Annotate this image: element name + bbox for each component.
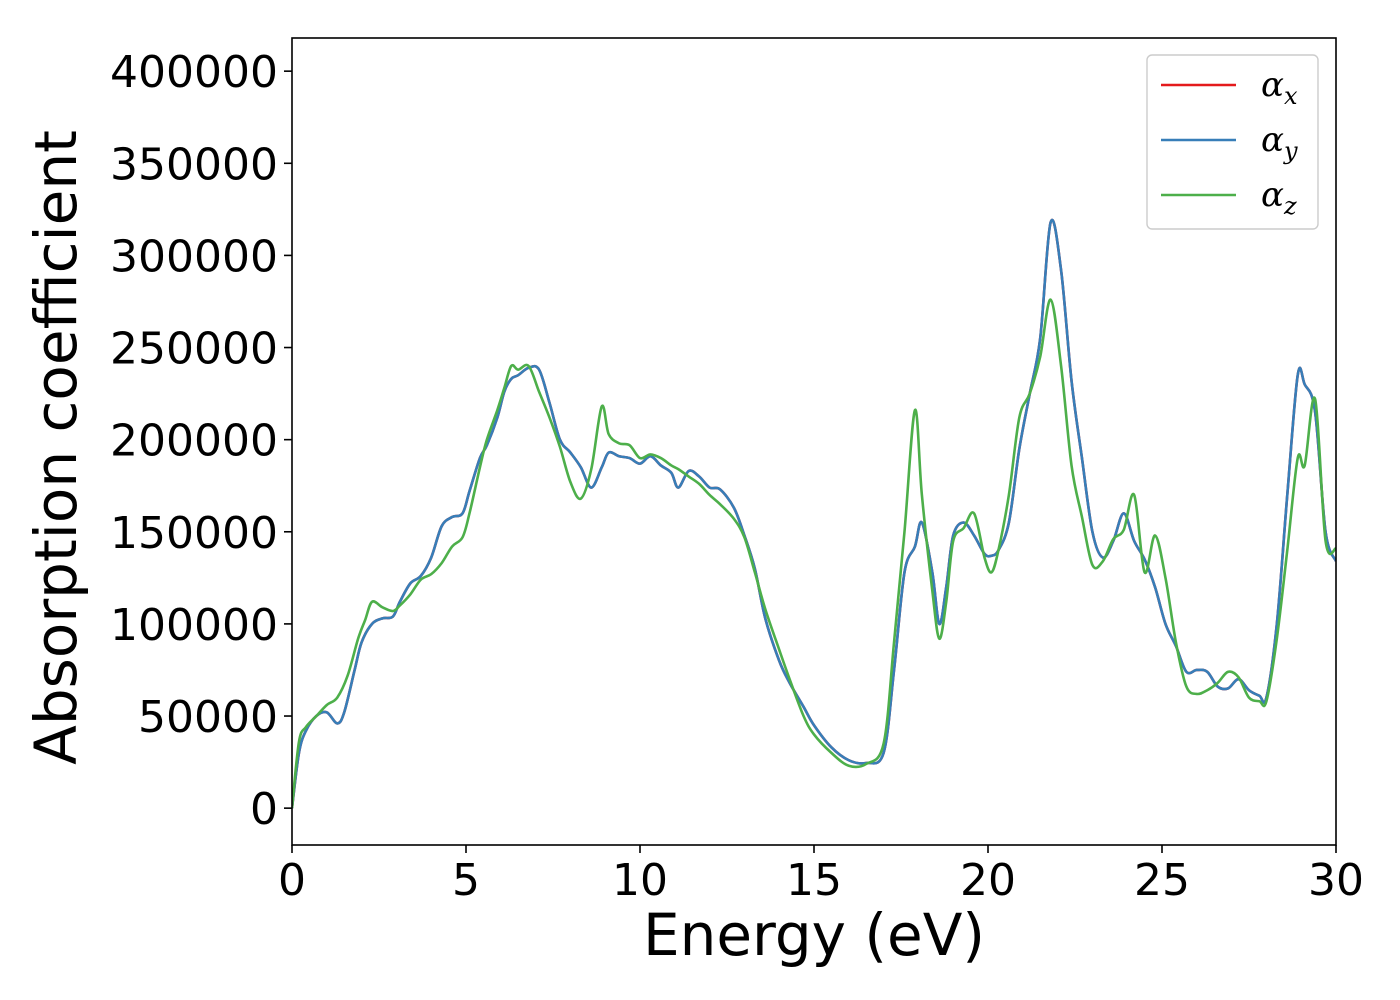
x-tick-label: 5 xyxy=(452,855,480,906)
y-tick-label: 300000 xyxy=(110,231,278,282)
x-tick-label: 25 xyxy=(1134,855,1190,906)
series-line-alpha-z xyxy=(292,298,1336,809)
legend: αx αy αz xyxy=(1146,54,1319,230)
x-tick-label: 20 xyxy=(960,855,1016,906)
x-tick-label: 15 xyxy=(786,855,842,906)
x-tick-label: 0 xyxy=(278,855,306,906)
x-axis: 0 5 10 15 20 25 30 xyxy=(278,845,1364,906)
y-tick-label: 100000 xyxy=(110,600,278,651)
series-line-alpha-y xyxy=(292,218,1336,809)
y-tick-label: 350000 xyxy=(110,139,278,190)
y-tick-label: 200000 xyxy=(110,416,278,467)
series-line-alpha-x xyxy=(292,218,1336,809)
y-tick-label: 400000 xyxy=(110,47,278,98)
x-axis-label: Energy (eV) xyxy=(643,901,985,969)
legend-box xyxy=(1146,54,1319,230)
legend-label-alpha-x: αx xyxy=(1261,65,1298,110)
y-tick-label: 250000 xyxy=(110,324,278,375)
y-tick-label: 150000 xyxy=(110,508,278,559)
y-axis-label: Absorption coefficient xyxy=(22,130,90,765)
y-tick-label: 50000 xyxy=(138,692,278,743)
legend-label-alpha-y: αy xyxy=(1261,120,1298,165)
legend-label-alpha-z: αz xyxy=(1261,175,1297,220)
y-tick-label: 0 xyxy=(250,784,278,835)
y-axis: 0 50000 100000 150000 200000 250000 300000 3500… xyxy=(110,47,292,835)
x-tick-label: 30 xyxy=(1308,855,1364,906)
series-layer xyxy=(292,218,1336,809)
x-tick-label: 10 xyxy=(612,855,668,906)
